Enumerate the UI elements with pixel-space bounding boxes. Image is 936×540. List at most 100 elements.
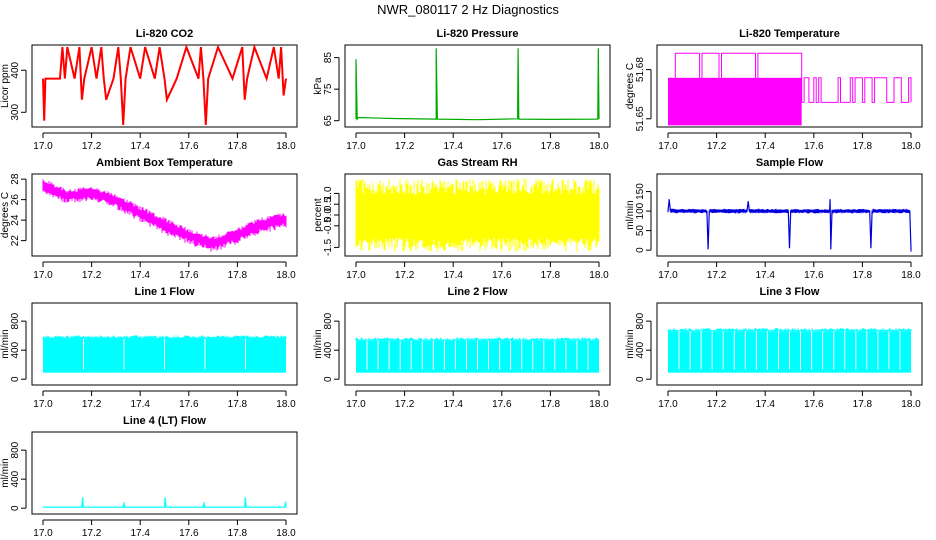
- panel-line2: Line 2 Flow 17.0 17.2 17.4 17.6 17.8 18.0 0 400 8…: [313, 286, 611, 410]
- panel-title: Sample Flow: [756, 157, 824, 169]
- data-series: [355, 337, 600, 373]
- data-series: [42, 179, 287, 252]
- x-tick-label: 17.8: [853, 399, 873, 410]
- data-series: [668, 52, 912, 126]
- y-tick-label: 75: [323, 83, 334, 95]
- x-tick-label: 17.2: [82, 270, 102, 281]
- x-tick-label: 17.0: [33, 141, 53, 152]
- data-series: [42, 43, 287, 125]
- data-series: [42, 335, 287, 373]
- y-tick-label: 800: [10, 441, 21, 458]
- x-tick-label: 17.4: [755, 399, 775, 410]
- x-tick-label: 17.0: [658, 270, 678, 281]
- y-tick-label: 0.5: [323, 197, 334, 211]
- y-axis-label: degrees C: [625, 63, 636, 109]
- panel-ambient: Ambient Box Temperature 17.0 17.2 17.4 17.6 1…: [0, 157, 298, 281]
- rh-band: [355, 178, 600, 252]
- y-tick-label: 0.0: [323, 208, 334, 222]
- y-tick-label: 100: [635, 202, 646, 219]
- y-axis-label: ml/min: [0, 329, 11, 358]
- x-tick-label: 17.8: [541, 141, 561, 152]
- panel-title: Line 3 Flow: [760, 286, 820, 298]
- x-tick-label: 17.6: [179, 528, 199, 539]
- data-series: [667, 328, 912, 373]
- y-axis-label: Licor ppm: [0, 64, 11, 108]
- panel-title: Line 4 (LT) Flow: [123, 415, 206, 427]
- y-tick-label: 65: [323, 115, 334, 127]
- temperature-fill: [668, 77, 802, 126]
- y-tick-label: 28: [10, 173, 21, 185]
- y-tick-label: 800: [635, 312, 646, 329]
- x-tick-label: 17.0: [33, 528, 53, 539]
- plot-frame: [344, 44, 611, 128]
- y-tick-label: 1.0: [323, 186, 334, 200]
- x-tick-label: 17.2: [395, 399, 415, 410]
- sample-noise: [667, 199, 912, 252]
- x-tick-label: 18.0: [276, 528, 296, 539]
- panel-title: Li-820 Temperature: [739, 28, 840, 40]
- series-trace: [43, 497, 287, 508]
- y-tick-label: 0: [323, 376, 334, 382]
- plot-frame: [31, 173, 298, 257]
- data-series: [355, 178, 600, 252]
- x-tick-label: 17.4: [755, 270, 775, 281]
- x-tick-label: 18.0: [276, 270, 296, 281]
- x-tick-label: 18.0: [276, 141, 296, 152]
- x-tick-label: 17.8: [853, 270, 873, 281]
- y-axis-label: ml/min: [625, 200, 636, 229]
- x-tick-label: 17.0: [33, 399, 53, 410]
- y-tick-label: 26: [10, 194, 21, 206]
- y-tick-label: -0.5: [323, 217, 334, 235]
- x-tick-label: 17.6: [492, 399, 512, 410]
- y-tick-label: 22: [10, 235, 21, 247]
- x-tick-label: 17.8: [541, 399, 561, 410]
- x-tick-label: 17.8: [228, 141, 248, 152]
- panel-line3: Line 3 Flow 17.0 17.2 17.4 17.6 17.8 18.0 0 400 8…: [625, 286, 923, 410]
- x-tick-label: 17.4: [443, 270, 463, 281]
- plot-frame: [31, 431, 298, 515]
- panel-temperature: Li-820 Temperature 17.0 17.2 17.4 17.6 17.8 18…: [625, 28, 923, 152]
- x-tick-label: 17.0: [346, 141, 366, 152]
- y-tick-label: 400: [10, 470, 21, 487]
- x-tick-label: 17.6: [179, 141, 199, 152]
- x-tick-label: 17.6: [179, 399, 199, 410]
- panel-line1: Line 1 Flow 17.0 17.2 17.4 17.6 17.8 18.0 0 400 8…: [0, 286, 298, 410]
- y-tick-label: 800: [323, 312, 334, 329]
- panel-co2: Li-820 CO2 17.0 17.2 17.4 17.6 17.8 18.0 300 400…: [0, 28, 298, 152]
- y-tick-label: 51.68: [635, 57, 646, 82]
- x-tick-label: 17.2: [707, 270, 727, 281]
- x-tick-label: 17.8: [853, 141, 873, 152]
- x-tick-label: 17.0: [346, 399, 366, 410]
- y-tick-label: 400: [635, 341, 646, 358]
- x-tick-label: 17.0: [658, 141, 678, 152]
- y-axis-label: percent: [313, 198, 324, 232]
- x-tick-label: 17.2: [82, 141, 102, 152]
- x-tick-label: 17.2: [707, 141, 727, 152]
- y-tick-label: 0: [10, 376, 21, 382]
- y-tick-label: 50: [635, 225, 646, 237]
- y-tick-label: 400: [323, 341, 334, 358]
- panel-title: Ambient Box Temperature: [96, 157, 233, 169]
- y-tick-label: 400: [10, 61, 21, 78]
- x-tick-label: 17.4: [130, 141, 150, 152]
- y-tick-label: 51.65: [635, 106, 646, 131]
- y-tick-label: 0: [635, 376, 646, 382]
- x-tick-label: 17.8: [228, 270, 248, 281]
- y-tick-label: 0: [10, 505, 21, 511]
- series-trace: [42, 43, 287, 125]
- x-tick-label: 17.6: [179, 270, 199, 281]
- x-tick-label: 17.6: [804, 141, 824, 152]
- x-tick-label: 17.4: [443, 399, 463, 410]
- plot-frame: [656, 173, 923, 257]
- plot-frame: [31, 302, 298, 386]
- y-tick-label: 0: [635, 247, 646, 253]
- x-tick-label: 17.4: [443, 141, 463, 152]
- flow-noise: [667, 328, 912, 332]
- x-tick-label: 17.0: [658, 399, 678, 410]
- y-axis-label: ml/min: [625, 329, 636, 358]
- data-series: [355, 48, 600, 121]
- x-tick-label: 17.4: [130, 399, 150, 410]
- y-tick-label: 85: [323, 52, 334, 64]
- panel-title: Li-820 Pressure: [437, 28, 519, 40]
